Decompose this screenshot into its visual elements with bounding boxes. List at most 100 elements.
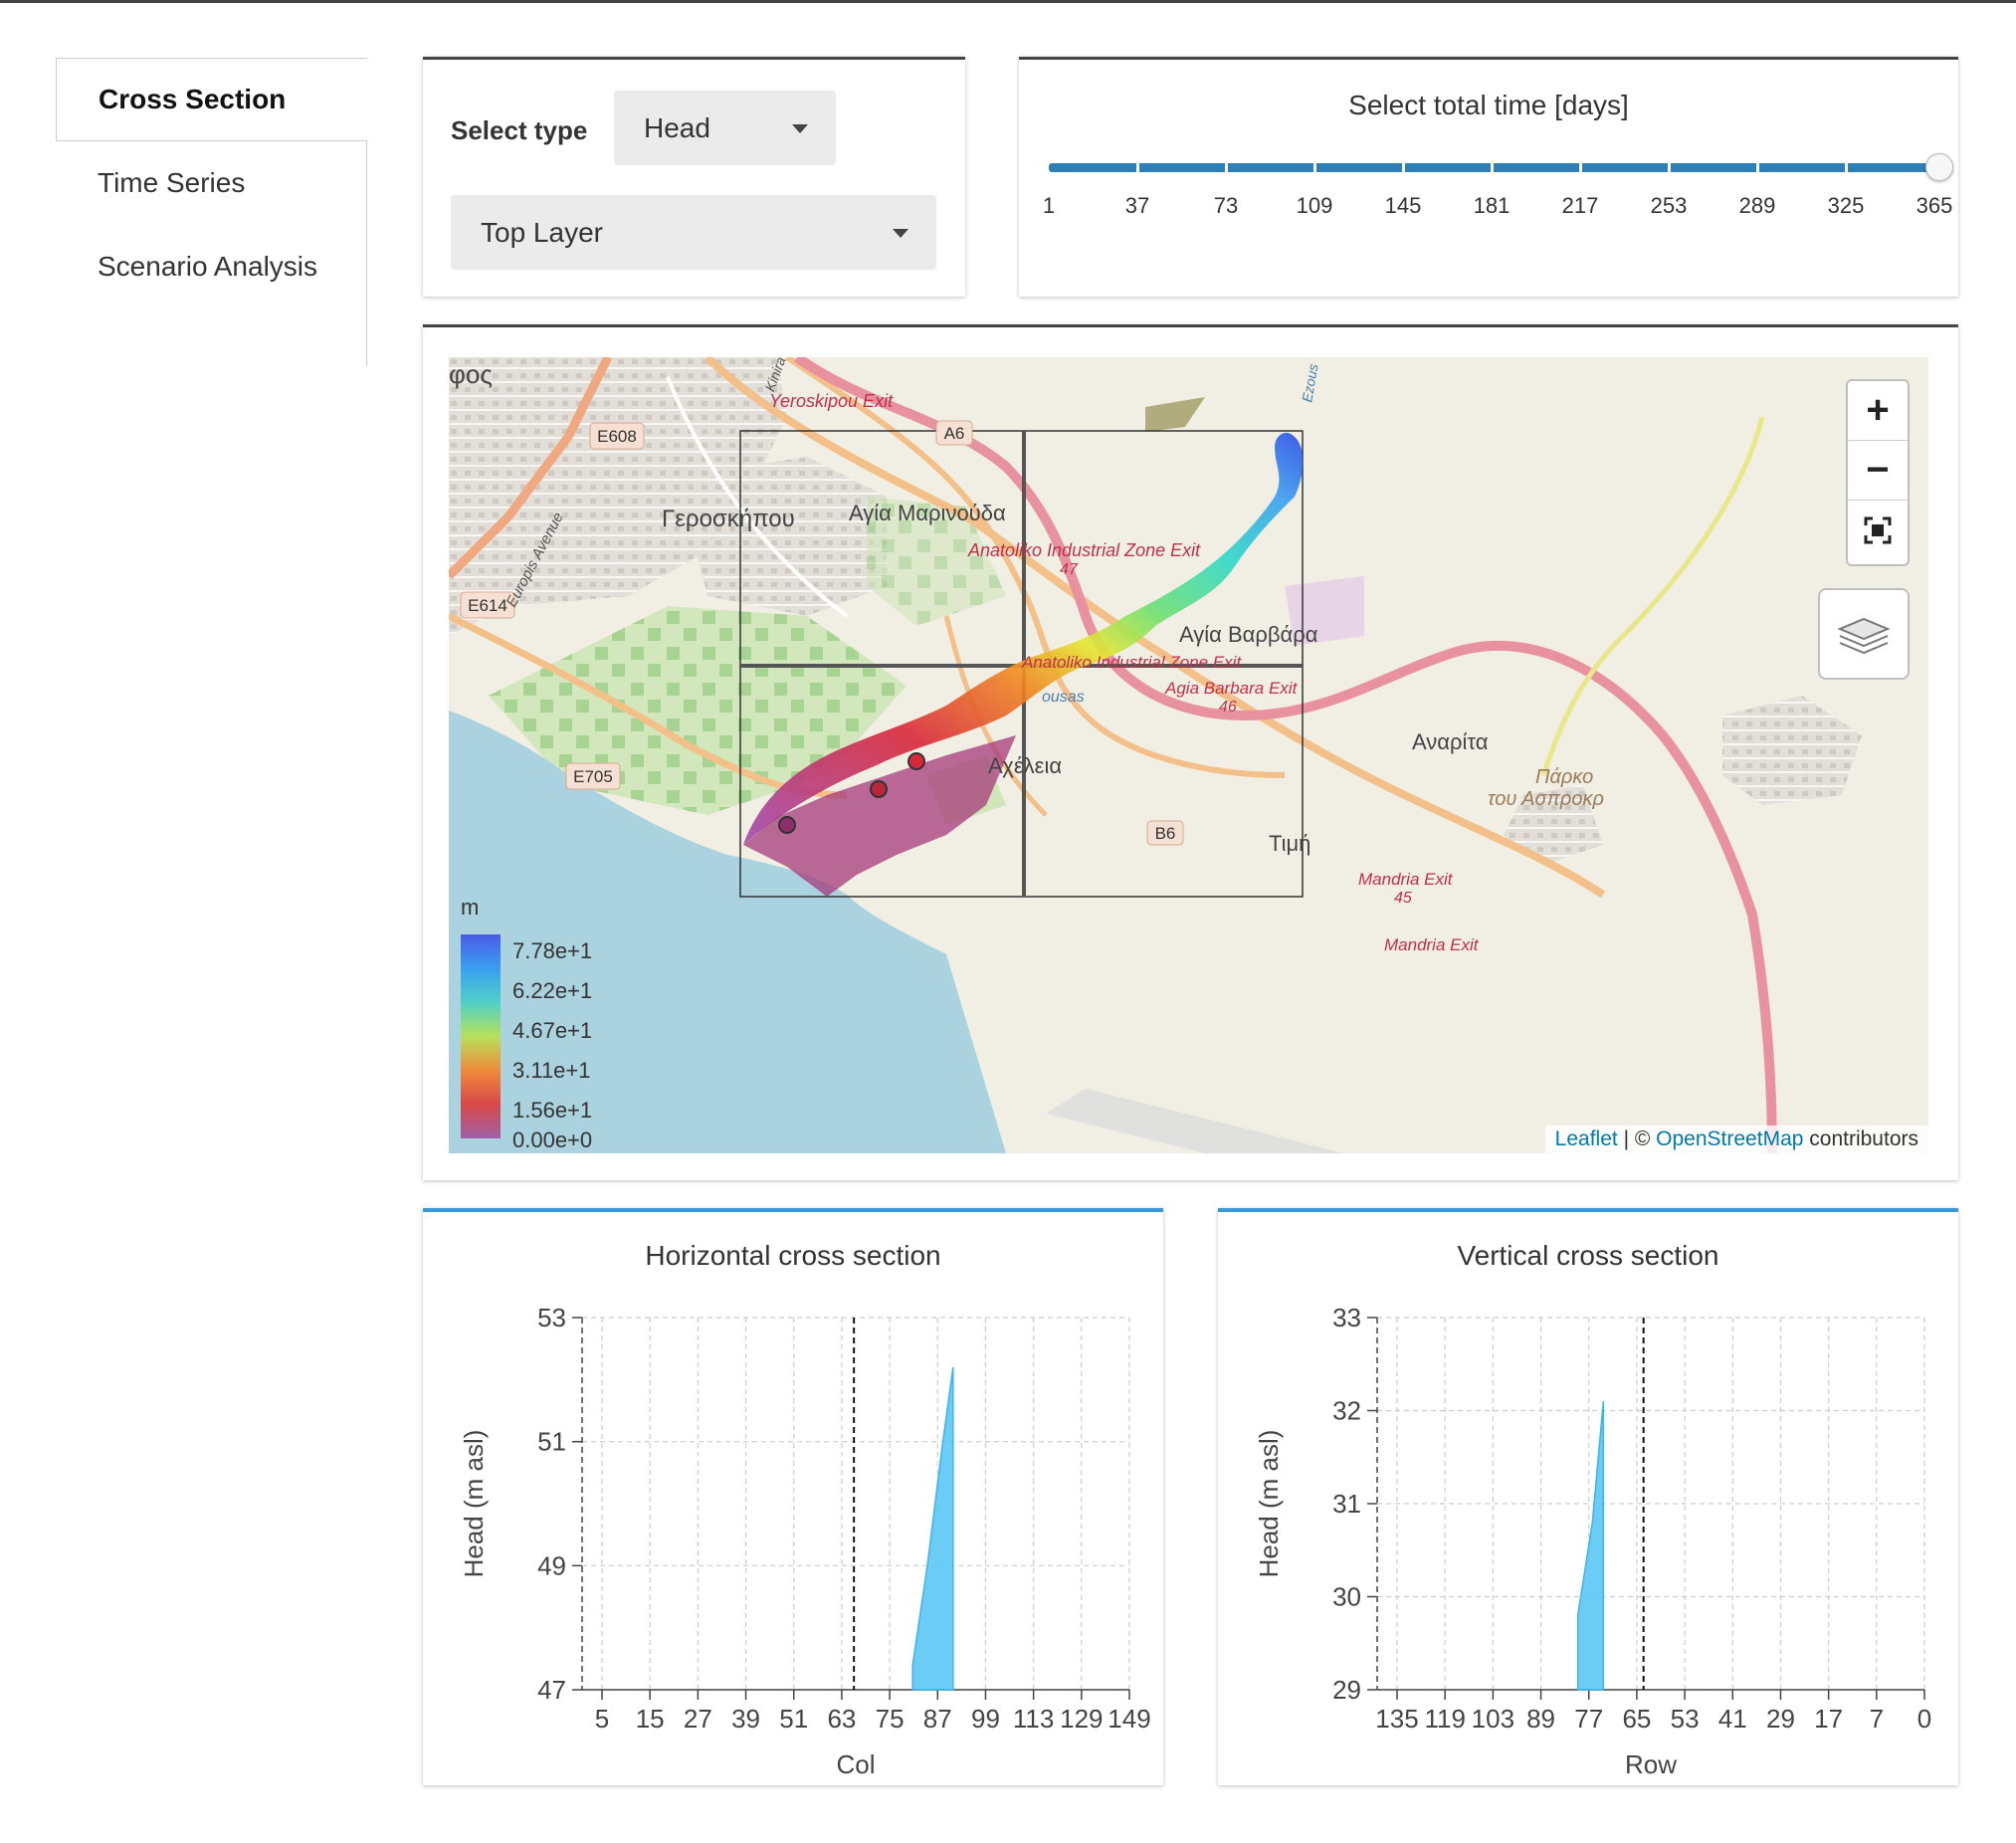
tab-time-series[interactable]: Time Series — [56, 141, 367, 225]
layer-select[interactable]: Top Layer — [451, 195, 936, 270]
tab-scenario-analysis[interactable]: Scenario Analysis — [56, 225, 367, 308]
fullscreen-button[interactable] — [1848, 501, 1908, 560]
zoom-control: + − — [1846, 379, 1910, 566]
map-place-label: Mandria Exit — [1358, 870, 1454, 889]
time-slider-panel: Select total time [days] 1 37 73 109 145 181 2… — [1019, 57, 1958, 297]
y-tick-label: 47 — [537, 1675, 566, 1705]
map-panel: E608 A6 E614 E705 B6 φος Γεροσκήπου Αγία… — [423, 324, 1958, 1180]
map-place-label: φος — [449, 359, 493, 389]
y-tick-label: 30 — [1332, 1582, 1361, 1612]
svg-text:B6: B6 — [1155, 824, 1176, 843]
tab-label: Scenario Analysis — [98, 251, 318, 282]
attribution-separator: | © — [1617, 1127, 1657, 1150]
x-tick-label: 7 — [1870, 1704, 1884, 1734]
time-slider-handle[interactable] — [1925, 153, 1953, 181]
road-shield-e608: E608 — [589, 422, 645, 450]
y-axis-label: Head (m asl) — [1254, 1430, 1284, 1578]
x-tick-label: 5 — [595, 1704, 609, 1734]
slider-tick — [1579, 160, 1582, 174]
horizontal-cross-section-chart[interactable]: 53 51 49 47 5 15 27 39 51 63 75 87 99 113 129 149 Col Hea… — [423, 1222, 1163, 1779]
zoom-in-button[interactable]: + — [1848, 381, 1908, 441]
slider-tick-label: 181 — [1473, 193, 1511, 218]
x-tick-label: 77 — [1574, 1704, 1603, 1734]
vertical-cross-section-chart[interactable]: 33 32 31 30 29 135 119 103 89 77 65 53 41 29 17 7 0 Row He… — [1218, 1222, 1958, 1779]
tab-cross-section[interactable]: Cross Section — [56, 58, 367, 141]
type-select-value: Head — [644, 111, 710, 143]
x-tick-label: 65 — [1622, 1704, 1651, 1734]
x-tick-label: 103 — [1472, 1704, 1514, 1734]
legend-label: 7.78e+1 — [512, 938, 593, 963]
map-place-label: Anatoliko Industrial Zone Exit — [1021, 653, 1242, 672]
chart-title: Horizontal cross section — [645, 1240, 941, 1271]
map-place-label: του Ασπροκρ — [1488, 788, 1604, 810]
fullscreen-icon — [1864, 516, 1892, 544]
town-paphos — [449, 357, 787, 636]
y-tick-label: 32 — [1332, 1396, 1361, 1426]
map-place-label: 46 — [1219, 699, 1237, 716]
x-tick-label: 63 — [827, 1704, 856, 1734]
legend-label: 6.22e+1 — [512, 978, 593, 1003]
fields-north — [867, 497, 1006, 626]
slider-tick — [1845, 160, 1848, 174]
slider-tick-label: 325 — [1827, 193, 1865, 218]
x-tick-label: 39 — [731, 1704, 760, 1734]
slider-tick — [1491, 160, 1494, 174]
x-tick-label: 41 — [1718, 1704, 1747, 1734]
airport-runway — [1046, 1089, 1344, 1153]
x-tick-label: 27 — [684, 1704, 712, 1734]
slider-tick — [1402, 160, 1405, 174]
observation-well-marker[interactable] — [907, 752, 925, 770]
leaflet-link[interactable]: Leaflet — [1554, 1127, 1618, 1150]
y-tick-label: 53 — [537, 1303, 566, 1332]
x-tick-label: 89 — [1526, 1704, 1555, 1734]
select-panel: Select type Head Top Layer — [423, 57, 965, 297]
series-area — [911, 1366, 954, 1691]
road-b6 — [705, 357, 1606, 899]
slider-tick — [1225, 160, 1228, 174]
horizontal-chart-panel: Horizontal cross section 53 51 49 47 5 15 27 39… — [423, 1208, 1163, 1785]
y-axis-label: Head (m asl) — [459, 1430, 489, 1578]
observation-well-marker[interactable] — [778, 816, 796, 834]
x-axis-label: Col — [836, 1749, 875, 1779]
type-select[interactable]: Head — [614, 91, 836, 165]
zoom-out-button[interactable]: − — [1848, 441, 1908, 501]
road-shield-e614: E614 — [460, 591, 515, 619]
x-tick-label: 53 — [1671, 1704, 1700, 1734]
chevron-down-icon — [893, 228, 908, 238]
map-attribution: Leaflet | © OpenStreetMap contributors — [1544, 1126, 1928, 1153]
map-place-label: Anatoliko Industrial Zone Exit — [967, 540, 1201, 560]
x-tick-label: 75 — [876, 1704, 905, 1734]
slider-tick-label: 365 — [1915, 193, 1953, 218]
slider-tick-label: 253 — [1650, 193, 1688, 218]
map-place-label: Αγία Μαρινούδα — [849, 501, 1006, 525]
x-tick-label: 99 — [971, 1704, 1000, 1734]
map-place-label: 45 — [1394, 890, 1412, 907]
x-tick-label: 51 — [779, 1704, 808, 1734]
map-place-label: Αγία Βαρβάρα — [1179, 622, 1318, 647]
slider-tick — [1668, 160, 1671, 174]
observation-well-marker[interactable] — [870, 780, 888, 798]
slider-tick-label: 109 — [1296, 193, 1333, 218]
slider-tick — [1313, 160, 1316, 174]
osm-link[interactable]: OpenStreetMap — [1656, 1127, 1804, 1150]
map-place-label: Πάρκο — [1535, 766, 1593, 788]
map[interactable]: E608 A6 E614 E705 B6 φος Γεροσκήπου Αγία… — [449, 357, 1928, 1153]
x-tick-label: 135 — [1375, 1704, 1418, 1734]
sidebar-tabs: Cross Section Time Series Scenario Analy… — [56, 58, 367, 366]
y-tick-label: 29 — [1332, 1675, 1361, 1705]
industrial-area — [1285, 576, 1364, 646]
slider-tick-label: 145 — [1384, 193, 1422, 218]
sea — [449, 711, 1006, 1153]
x-tick-label: 119 — [1424, 1704, 1465, 1734]
layers-button[interactable] — [1818, 588, 1910, 680]
x-tick-label: 15 — [636, 1704, 665, 1734]
legend-label: 4.67e+1 — [512, 1018, 593, 1043]
map-place-label: Agia Barbara Exit — [1164, 679, 1299, 698]
select-type-label: Select type — [451, 115, 588, 145]
slider-tick — [1136, 160, 1139, 174]
map-place-label: Αχέλεια — [988, 753, 1062, 778]
slider-title: Select total time [days] — [1348, 90, 1629, 120]
chevron-down-icon — [792, 123, 808, 133]
map-canvas[interactable]: E608 A6 E614 E705 B6 φος Γεροσκήπου Αγία… — [449, 357, 1928, 1153]
x-tick-label: 87 — [923, 1704, 952, 1734]
